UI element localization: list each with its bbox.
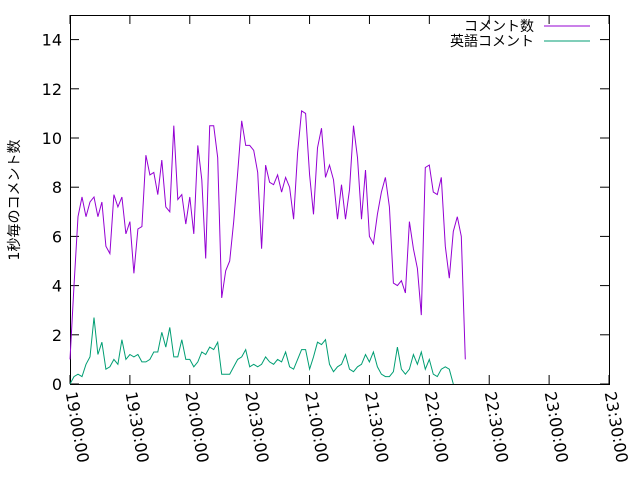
series-line-2 xyxy=(69,317,454,385)
y-tick-label: 2 xyxy=(52,326,62,345)
y-tick-label: 12 xyxy=(42,80,62,99)
y-axis-title: 1秒毎のコメント数 xyxy=(7,140,23,261)
y-tick-label: 6 xyxy=(52,227,62,246)
y-tick-label: 0 xyxy=(52,375,62,394)
y-tick-label: 4 xyxy=(52,277,62,296)
legend-label-2: 英語コメント xyxy=(450,33,534,50)
series-layer xyxy=(69,110,466,385)
y-tick-label: 8 xyxy=(52,178,62,197)
legend-label-1: コメント数 xyxy=(464,19,534,35)
y-tick-label: 14 xyxy=(42,31,62,50)
plot-frame xyxy=(70,15,610,385)
y-axis-ticks: 0 2 4 6 8 10 12 14 xyxy=(42,31,609,394)
y-tick-label: 10 xyxy=(42,129,62,148)
series-line-1 xyxy=(69,110,466,360)
